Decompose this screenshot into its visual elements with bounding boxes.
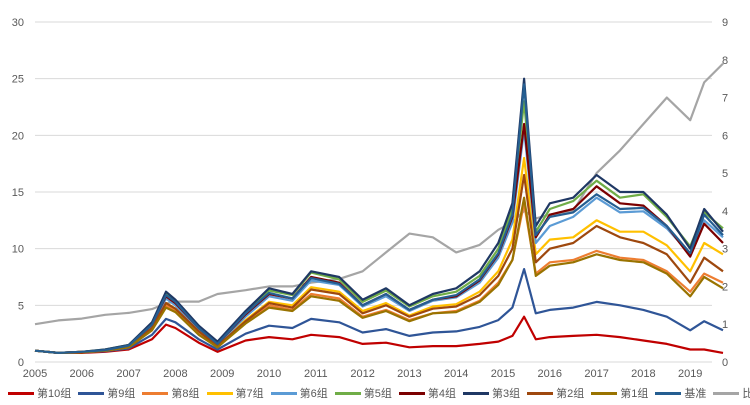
legend-item: 比价(右轴) bbox=[713, 385, 750, 401]
legend-label: 第5组 bbox=[363, 388, 392, 400]
legend-item: 第2组 bbox=[527, 385, 584, 401]
legend: 第10组 第9组 第8组 第7组 第6组 第5组 第4组 第3组 第2组 第1组 基准 比价(右轴) bbox=[8, 385, 750, 401]
legend-swatch bbox=[398, 391, 425, 395]
y2-tick-label: 0 bbox=[722, 357, 728, 369]
x-tick-label: 2006 bbox=[70, 368, 94, 380]
legend-item: 第9组 bbox=[78, 385, 135, 401]
x-tick-label: 2017 bbox=[584, 368, 608, 380]
plot-area: 0 5 10 15 20 25 30 0 1 2 3 4 5 6 7 8 9 2005 2006 2007 2008 20… bbox=[12, 17, 728, 380]
legend-swatch bbox=[206, 391, 233, 395]
x-tick-label: 2019 bbox=[678, 368, 702, 380]
y2-tick-label: 9 bbox=[722, 17, 728, 29]
y2-tick-label: 4 bbox=[722, 206, 728, 218]
x-tick-label: 2013 bbox=[397, 368, 421, 380]
legend-swatch bbox=[8, 391, 34, 395]
legend-swatch bbox=[463, 391, 489, 395]
legend-label: 第1组 bbox=[620, 388, 649, 400]
legend-label: 第9组 bbox=[107, 388, 136, 400]
legend-swatch bbox=[591, 391, 618, 395]
legend-label: 第8组 bbox=[171, 388, 200, 400]
legend-item: 基准 bbox=[655, 385, 706, 401]
x-tick-label: 2010 bbox=[257, 368, 281, 380]
y2-tick-label: 8 bbox=[722, 55, 728, 67]
x-tick-label: 2005 bbox=[23, 368, 47, 380]
series-line-比价(右轴) bbox=[34, 62, 724, 326]
series-line-第7组 bbox=[34, 156, 724, 354]
legend-swatch bbox=[713, 391, 740, 395]
y-tick-label: 10 bbox=[12, 244, 24, 256]
y2-tick-label: 6 bbox=[722, 130, 728, 142]
legend-label: 基准 bbox=[684, 388, 707, 400]
y2-tick-label: 3 bbox=[722, 244, 728, 256]
x-tick-label: 2007 bbox=[116, 368, 140, 380]
legend-swatch bbox=[655, 391, 682, 395]
legend-label: 第6组 bbox=[299, 388, 328, 400]
legend-item: 第8组 bbox=[142, 385, 200, 401]
x-tick-label: 2018 bbox=[631, 368, 655, 380]
y2-tick-label: 5 bbox=[722, 168, 728, 180]
series-line-第3组 bbox=[34, 77, 724, 354]
series-line-第2组 bbox=[34, 173, 724, 354]
series-line-基准 bbox=[34, 83, 724, 354]
legend-label: 第10组 bbox=[37, 388, 72, 400]
series-line-第9组 bbox=[34, 268, 724, 354]
legend-item: 第5组 bbox=[334, 385, 392, 401]
legend-swatch bbox=[527, 391, 554, 395]
y2-tick-label: 1 bbox=[722, 319, 728, 331]
legend-item: 第10组 bbox=[8, 385, 71, 401]
legend-item: 第3组 bbox=[463, 385, 520, 401]
series-line-第1组 bbox=[34, 196, 724, 354]
legend-item: 第7组 bbox=[206, 385, 264, 401]
x-tick-label: 2016 bbox=[538, 368, 562, 380]
y-tick-label: 25 bbox=[12, 74, 24, 86]
series-line-第10组 bbox=[34, 315, 724, 354]
legend-label: 比价(右轴) bbox=[742, 388, 750, 400]
x-tick-label: 2012 bbox=[350, 368, 374, 380]
legend-label: 第7组 bbox=[235, 388, 264, 400]
x-tick-label: 2014 bbox=[444, 368, 468, 380]
y-tick-label: 5 bbox=[18, 300, 24, 312]
legend-swatch bbox=[334, 391, 361, 395]
legend-swatch bbox=[142, 391, 169, 395]
x-tick-label: 2011 bbox=[304, 368, 328, 380]
legend-item: 第6组 bbox=[270, 385, 328, 401]
legend-label: 第2组 bbox=[556, 388, 585, 400]
legend-label: 第3组 bbox=[492, 388, 521, 400]
y-tick-label: 30 bbox=[12, 17, 24, 29]
series-line-第6组 bbox=[34, 128, 724, 354]
legend-swatch bbox=[78, 391, 105, 395]
legend-label: 第4组 bbox=[427, 388, 456, 400]
legend-item: 第1组 bbox=[591, 385, 648, 401]
x-tick-label: 2009 bbox=[210, 368, 234, 380]
legend-swatch bbox=[270, 391, 297, 395]
y-tick-label: 15 bbox=[12, 187, 24, 199]
y2-tick-label: 2 bbox=[722, 281, 728, 293]
series-line-第4组 bbox=[34, 122, 724, 354]
series-line-第5组 bbox=[34, 100, 724, 354]
y-tick-label: 20 bbox=[12, 130, 24, 142]
legend-item: 第4组 bbox=[398, 385, 456, 401]
y2-tick-label: 7 bbox=[722, 93, 728, 105]
x-tick-label: 2015 bbox=[491, 368, 515, 380]
x-tick-label: 2008 bbox=[163, 368, 187, 380]
y-tick-label: 0 bbox=[18, 357, 24, 369]
